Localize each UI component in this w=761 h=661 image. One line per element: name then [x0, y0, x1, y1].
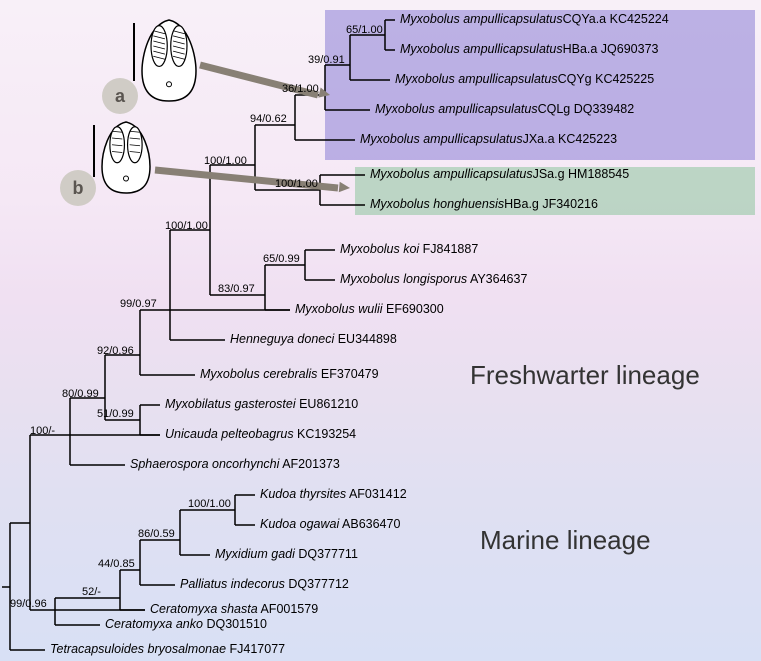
taxon-label: Myxobolus cerebralis EF370479 — [200, 367, 379, 381]
taxon-label: Myxobolus honghuensisHBa.g JF340216 — [370, 197, 598, 211]
taxon-label: Henneguya doneci EU344898 — [230, 332, 397, 346]
support-value: 100/- — [30, 425, 55, 437]
taxon-label: Myxobolus ampullicapsulatusHBa.a JQ69037… — [400, 42, 659, 56]
taxon-label: Unicauda pelteobagrus KC193254 — [165, 427, 356, 441]
support-value: 52/- — [82, 586, 101, 598]
support-value: 44/0.85 — [98, 558, 135, 570]
support-value: 100/1.00 — [188, 498, 231, 510]
taxon-label: Myxobilatus gasterostei EU861210 — [165, 397, 358, 411]
taxon-label: Palliatus indecorus DQ377712 — [180, 577, 349, 591]
support-value: 92/0.96 — [97, 345, 134, 357]
support-value: 51/0.99 — [97, 408, 134, 420]
support-value: 36/1.00 — [282, 83, 319, 95]
lineage-label: Freshwarter lineage — [470, 360, 700, 391]
phylogenetic-tree: a b Freshwarter lineage Marine lineage Myx… — [0, 0, 761, 661]
support-value: 100/1.00 — [165, 220, 208, 232]
taxon-label: Myxobolus ampullicapsulatusCQYg KC425225 — [395, 72, 654, 86]
taxon-label: Ceratomyxa anko DQ301510 — [105, 617, 267, 631]
support-value: 99/0.96 — [10, 598, 47, 610]
taxon-label: Myxobolus ampullicapsulatusCQLg DQ339482 — [375, 102, 634, 116]
support-value: 86/0.59 — [138, 528, 175, 540]
morpho-label-b: b — [60, 170, 96, 206]
support-value: 65/0.99 — [263, 253, 300, 265]
lineage-label: Marine lineage — [480, 525, 651, 556]
taxon-label: Tetracapsuloides bryosalmonae FJ417077 — [50, 642, 285, 656]
taxon-label: Myxobolus ampullicapsulatusCQYa.a KC4252… — [400, 12, 669, 26]
support-value: 80/0.99 — [62, 388, 99, 400]
morpho-label-a: a — [102, 78, 138, 114]
taxon-label: Myxobolus wulii EF690300 — [295, 302, 444, 316]
taxon-label: Ceratomyxa shasta AF001579 — [150, 602, 318, 616]
taxon-label: Myxobolus ampullicapsulatusJSa.g HM18854… — [370, 167, 629, 181]
support-value: 94/0.62 — [250, 113, 287, 125]
support-value: 100/1.00 — [204, 155, 247, 167]
taxon-label: Myxidium gadi DQ377711 — [215, 547, 358, 561]
support-value: 100/1.00 — [275, 178, 318, 190]
taxon-label: Kudoa ogawai AB636470 — [260, 517, 400, 531]
support-value: 83/0.97 — [218, 283, 255, 295]
taxon-label: Myxobolus longisporus AY364637 — [340, 272, 527, 286]
taxon-label: Myxobolus ampullicapsulatusJXa.a KC42522… — [360, 132, 617, 146]
taxon-label: Kudoa thyrsites AF031412 — [260, 487, 407, 501]
taxon-label: Sphaerospora oncorhynchi AF201373 — [130, 457, 340, 471]
taxon-label: Myxobolus koi FJ841887 — [340, 242, 478, 256]
support-value: 65/1.00 — [346, 24, 383, 36]
support-value: 39/0.91 — [308, 54, 345, 66]
support-value: 99/0.97 — [120, 298, 157, 310]
